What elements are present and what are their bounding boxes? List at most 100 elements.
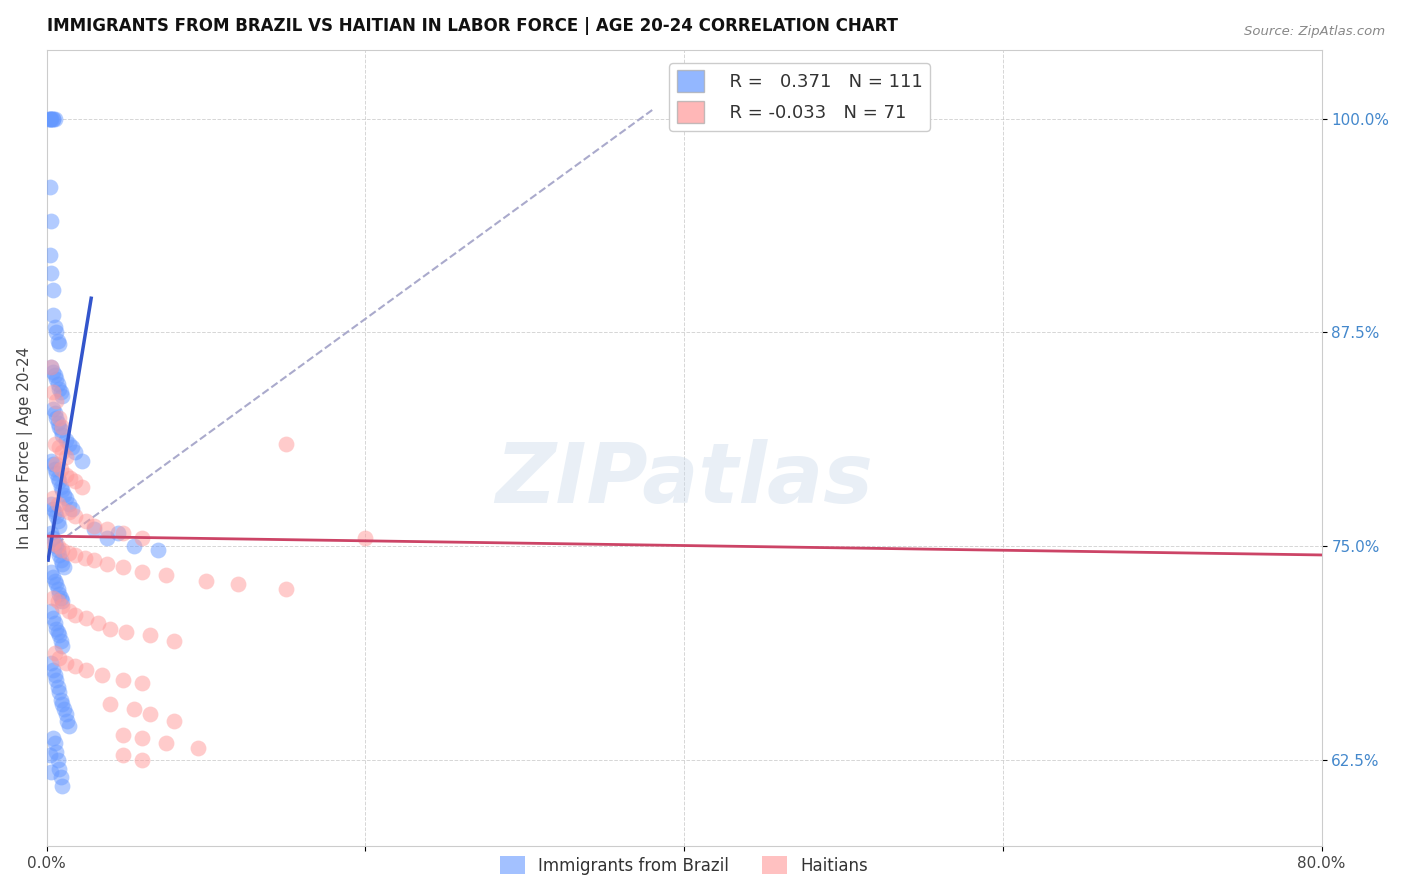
Point <box>59 471 82 485</box>
Point <box>48 411 70 425</box>
Point <box>48 650 70 665</box>
Point <box>42 385 65 400</box>
Point <box>55 434 77 448</box>
Point <box>44 505 66 519</box>
Point <box>96 522 118 536</box>
Point <box>112 728 135 742</box>
Point <box>49 693 72 707</box>
Point <box>44 406 66 420</box>
Point <box>44 112 66 126</box>
Point <box>58 546 80 560</box>
Point <box>45 393 67 408</box>
Point <box>41 604 63 618</box>
Point <box>49 633 72 648</box>
Point <box>51 779 73 793</box>
Point <box>48 628 70 642</box>
Point <box>83 553 105 567</box>
Point <box>53 702 76 716</box>
Point <box>37 112 59 126</box>
Point <box>58 505 80 519</box>
Point <box>163 714 186 728</box>
Point <box>44 574 66 588</box>
Point <box>83 519 105 533</box>
Point <box>139 628 162 642</box>
Point <box>38 180 60 194</box>
Point <box>38 248 60 262</box>
Point <box>41 112 63 126</box>
Text: ZIPatlas: ZIPatlas <box>495 440 873 520</box>
Point <box>42 570 65 584</box>
Point <box>55 467 77 482</box>
Point <box>112 560 135 574</box>
Point <box>46 753 69 767</box>
Point <box>42 501 65 516</box>
Point <box>55 656 77 670</box>
Point <box>45 577 67 591</box>
Point <box>41 112 63 126</box>
Y-axis label: In Labor Force | Age 20-24: In Labor Force | Age 20-24 <box>17 347 32 549</box>
Point <box>46 540 69 554</box>
Point <box>163 633 186 648</box>
Point <box>60 440 83 454</box>
Point <box>45 411 67 425</box>
Point <box>146 542 169 557</box>
Point <box>83 522 105 536</box>
Point <box>44 736 66 750</box>
Point <box>42 402 65 417</box>
Point <box>42 365 65 379</box>
Point <box>42 283 65 297</box>
Point <box>45 622 67 636</box>
Point <box>112 525 135 540</box>
Point <box>41 266 63 280</box>
Point <box>42 112 65 126</box>
Point <box>139 707 162 722</box>
Point <box>48 548 70 562</box>
Point <box>46 582 69 597</box>
Point <box>354 531 377 545</box>
Point <box>51 389 73 403</box>
Point <box>38 112 60 126</box>
Point <box>91 667 114 681</box>
Point <box>51 428 73 442</box>
Point <box>70 479 93 493</box>
Point <box>58 497 80 511</box>
Point <box>55 491 77 506</box>
Point <box>73 551 96 566</box>
Point <box>42 531 65 545</box>
Point <box>46 497 69 511</box>
Point <box>96 531 118 545</box>
Point <box>45 745 67 759</box>
Point <box>131 753 153 767</box>
Point <box>48 587 70 601</box>
Point <box>45 457 67 471</box>
Point <box>115 624 138 639</box>
Point <box>65 475 87 489</box>
Point <box>41 525 63 540</box>
Point <box>51 483 73 497</box>
Point <box>48 762 70 776</box>
Point <box>42 731 65 745</box>
Point <box>49 423 72 437</box>
Point <box>49 462 72 476</box>
Point <box>55 450 77 465</box>
Point <box>226 577 249 591</box>
Point <box>112 673 135 687</box>
Point <box>155 568 177 582</box>
Point <box>48 337 70 351</box>
Point <box>41 765 63 780</box>
Point <box>75 611 97 625</box>
Legend: Immigrants from Brazil, Haitians: Immigrants from Brazil, Haitians <box>494 850 875 881</box>
Point <box>65 508 87 523</box>
Point <box>75 663 97 677</box>
Point <box>41 359 63 374</box>
Point <box>41 497 63 511</box>
Point <box>86 616 108 631</box>
Point <box>112 873 135 888</box>
Point <box>65 445 87 459</box>
Text: Source: ZipAtlas.com: Source: ZipAtlas.com <box>1244 25 1385 38</box>
Point <box>56 714 79 728</box>
Point <box>46 542 69 557</box>
Point <box>58 719 80 733</box>
Point <box>45 673 67 687</box>
Point <box>48 419 70 434</box>
